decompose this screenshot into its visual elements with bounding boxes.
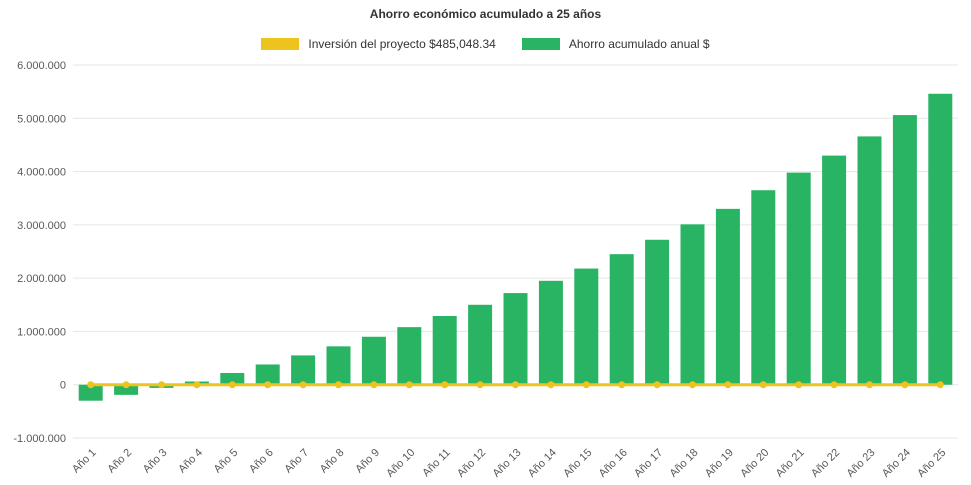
y-axis-tick-label: 0 xyxy=(60,380,66,392)
investment-line-point xyxy=(689,381,696,389)
y-axis-tick-label: 2.000.000 xyxy=(17,273,66,285)
investment-line-point xyxy=(476,381,484,389)
bar xyxy=(574,268,599,385)
legend-item-investment[interactable]: Inversión del proyecto $485,048.34 xyxy=(261,37,496,51)
x-axis-tick-label: Año 20 xyxy=(738,447,771,480)
investment-line-point xyxy=(193,381,201,389)
investment-line-point xyxy=(653,381,661,389)
investment-line-point xyxy=(618,381,626,389)
x-axis-tick-label: Año 9 xyxy=(353,447,382,476)
x-axis-tick-label: Año 11 xyxy=(420,447,453,480)
investment-line-point xyxy=(759,381,767,389)
bar xyxy=(822,155,847,385)
y-axis-tick-label: 5.000.000 xyxy=(17,113,66,125)
y-axis-tick-label: 1.000.000 xyxy=(17,326,66,338)
bar xyxy=(397,327,422,385)
x-axis-tick-label: Año 10 xyxy=(384,447,417,480)
x-axis-tick-label: Año 23 xyxy=(844,447,877,480)
investment-line-point xyxy=(122,381,130,389)
bar xyxy=(892,115,917,385)
x-axis-tick-label: Año 6 xyxy=(247,447,276,476)
x-axis-tick-label: Año 13 xyxy=(490,447,523,480)
x-axis-tick-label: Año 7 xyxy=(282,447,311,476)
bar xyxy=(751,190,776,385)
bar xyxy=(680,224,705,385)
x-axis-tick-label: Año 3 xyxy=(141,447,170,476)
bar xyxy=(645,239,670,385)
bar xyxy=(255,364,280,385)
investment-line-point xyxy=(547,381,555,389)
savings-legend-label: Ahorro acumulado anual $ xyxy=(568,37,710,51)
x-axis-tick-label: Año 21 xyxy=(774,447,807,480)
bar xyxy=(928,93,953,385)
investment-line-point xyxy=(830,381,838,389)
x-axis-tick-label: Año 15 xyxy=(561,447,594,480)
bar xyxy=(609,254,634,385)
bar xyxy=(786,172,811,385)
x-axis-tick-label: Año 19 xyxy=(703,447,736,480)
x-axis-tick-label: Año 5 xyxy=(212,447,241,476)
bar xyxy=(361,336,386,385)
investment-line-point xyxy=(370,381,378,389)
bar xyxy=(114,384,139,395)
investment-line-point xyxy=(405,381,413,389)
investment-line-point xyxy=(795,381,803,389)
bar xyxy=(432,315,457,385)
x-axis-tick-label: Año 18 xyxy=(667,447,700,480)
x-axis-tick-label: Año 12 xyxy=(455,447,488,480)
y-axis-tick-label: 6.000.000 xyxy=(17,60,66,72)
investment-legend-swatch xyxy=(261,38,300,50)
investment-line-point xyxy=(866,381,873,389)
investment-line-point xyxy=(901,381,909,389)
x-axis-tick-label: Año 16 xyxy=(597,447,630,480)
bar xyxy=(503,293,528,385)
y-axis-tick-label: 3.000.000 xyxy=(17,220,66,232)
investment-line-point xyxy=(441,381,449,389)
investment-line-point xyxy=(512,381,519,389)
legend-item-savings[interactable]: Ahorro acumulado anual $ xyxy=(521,37,710,51)
investment-line-point xyxy=(87,381,95,389)
x-axis-tick-label: Año 17 xyxy=(632,447,665,480)
investment-line-point xyxy=(228,381,236,389)
x-axis-tick-label: Año 8 xyxy=(318,447,347,476)
x-axis-tick-label: Año 25 xyxy=(915,447,948,480)
investment-line-point xyxy=(724,381,732,389)
investment-line-point xyxy=(335,381,342,389)
x-axis-tick-label: Año 14 xyxy=(526,447,559,480)
bar xyxy=(291,355,316,385)
y-axis-tick-label: -1.000.000 xyxy=(13,433,66,445)
x-axis-tick-label: Año 22 xyxy=(809,447,842,480)
bar xyxy=(220,372,245,385)
investment-legend-label: Inversión del proyecto $485,048.34 xyxy=(308,37,496,51)
bar xyxy=(538,280,563,385)
bar xyxy=(78,384,103,401)
savings-legend-swatch xyxy=(521,38,560,50)
x-axis-tick-label: Año 24 xyxy=(880,447,913,480)
bar xyxy=(715,208,740,385)
x-axis-tick-label: Año 4 xyxy=(176,447,205,476)
x-axis-tick-label: Año 2 xyxy=(105,447,134,476)
bar xyxy=(857,136,882,385)
chart-legend: Inversión del proyecto $485,048.34 Ahorr… xyxy=(0,37,971,51)
investment-line-point xyxy=(299,381,307,389)
y-axis-tick-label: 4.000.000 xyxy=(17,167,66,179)
x-axis-tick-label: Año 1 xyxy=(70,447,99,476)
investment-line-point xyxy=(264,381,272,389)
bar xyxy=(468,304,493,385)
investment-line-point xyxy=(936,381,944,389)
bar xyxy=(326,346,351,385)
chart-title: Ahorro económico acumulado a 25 años xyxy=(369,7,602,21)
investment-line-point xyxy=(582,381,590,389)
investment-line-point xyxy=(158,381,165,389)
